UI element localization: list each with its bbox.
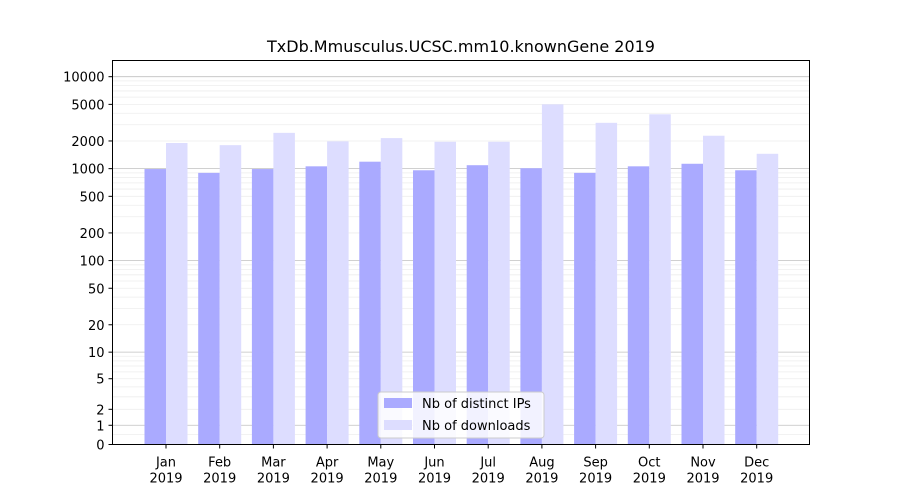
bar-downloads (273, 132, 295, 445)
y-tick-label: 200 (80, 227, 105, 242)
x-tick-label: Jan 2019 (149, 456, 182, 487)
y-tick-label: 1000 (71, 163, 104, 178)
bar-downloads (166, 143, 188, 445)
chart-title: TxDb.Mmusculus.UCSC.mm10.knownGene 2019 (266, 37, 655, 56)
y-tick-label: 2000 (71, 135, 104, 150)
bar-distinct-ips (681, 163, 703, 445)
bar-downloads (756, 153, 779, 445)
bar-distinct-ips (144, 169, 166, 445)
x-tick-label: Sep 2019 (579, 456, 612, 487)
bar-downloads (434, 141, 456, 445)
legend-box (377, 391, 545, 439)
y-tick-label: 2 (96, 403, 104, 418)
y-tick-label: 10000 (63, 71, 104, 86)
bar-downloads (703, 135, 725, 445)
x-tick-label: May 2019 (364, 456, 397, 487)
bar-downloads (541, 104, 564, 445)
bar-distinct-ips (198, 172, 220, 445)
y-tick-label: 50 (88, 282, 105, 297)
bar-distinct-ips (520, 168, 542, 445)
plot-frame (112, 60, 810, 445)
bar-distinct-ips (627, 166, 650, 445)
bar-distinct-ips (413, 170, 435, 445)
x-tick-label: Jul 2019 (472, 456, 505, 487)
bar-downloads (595, 122, 618, 445)
y-tick-label: 5 (96, 373, 104, 388)
y-tick-label: 1 (96, 419, 104, 434)
x-tick-label: Apr 2019 (311, 456, 344, 487)
y-tick-label: 0 (96, 439, 104, 454)
legend-swatch-ips (384, 398, 412, 408)
y-tick-label: 20 (88, 319, 105, 334)
y-tick-label: 5000 (71, 98, 104, 113)
legend-swatch-downloads (384, 420, 412, 430)
legend: Nb of distinct IPs Nb of downloads (377, 391, 545, 439)
bar-downloads (488, 141, 510, 445)
legend-label-ips: Nb of distinct IPs (422, 397, 531, 412)
y-axis: 0 12 5 10 20 50 100 200 500 1000 2000 5000 10000 (63, 71, 113, 454)
x-tick-label: Jun 2019 (418, 456, 451, 487)
bar-distinct-ips (574, 172, 596, 445)
x-tick-label: Aug 2019 (525, 456, 558, 487)
legend-label-downloads: Nb of downloads (422, 419, 531, 434)
bar-distinct-ips (466, 165, 489, 445)
x-tick-label: Oct 2019 (633, 456, 666, 487)
y-tick-label: 10 (88, 346, 105, 361)
bar-distinct-ips (359, 161, 381, 445)
bars (144, 104, 779, 445)
bar-downloads (380, 138, 403, 445)
bar-distinct-ips (735, 170, 757, 445)
bar-distinct-ips (305, 166, 328, 445)
x-tick-label: Mar 2019 (257, 456, 290, 487)
x-axis: Jan 2019 Feb 2019 Mar 2019 Apr 2019 May 2019 Jun 20… (149, 444, 773, 487)
bar-downloads (649, 114, 671, 445)
y-tick-label: 500 (80, 190, 105, 205)
bar-downloads (327, 141, 349, 445)
bar-distinct-ips (251, 169, 274, 445)
x-tick-label: Dec 2019 (740, 456, 773, 487)
y-tick-label: 100 (80, 255, 105, 270)
x-tick-label: Nov 2019 (686, 456, 719, 487)
bar-downloads (219, 145, 242, 445)
x-tick-label: Feb 2019 (203, 456, 236, 487)
